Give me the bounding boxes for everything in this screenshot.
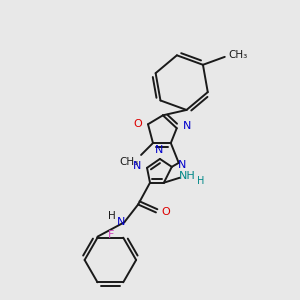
Text: O: O bbox=[134, 119, 142, 129]
Text: N: N bbox=[155, 145, 163, 155]
Text: H: H bbox=[109, 212, 116, 221]
Text: H: H bbox=[197, 176, 204, 186]
Text: N: N bbox=[178, 160, 186, 170]
Text: CH₃: CH₃ bbox=[120, 157, 139, 167]
Text: N: N bbox=[182, 121, 191, 131]
Text: F: F bbox=[108, 230, 115, 240]
Text: CH₃: CH₃ bbox=[228, 50, 247, 60]
Text: O: O bbox=[161, 207, 170, 218]
Text: NH: NH bbox=[179, 171, 196, 181]
Text: N: N bbox=[133, 161, 141, 171]
Text: N: N bbox=[117, 217, 125, 227]
